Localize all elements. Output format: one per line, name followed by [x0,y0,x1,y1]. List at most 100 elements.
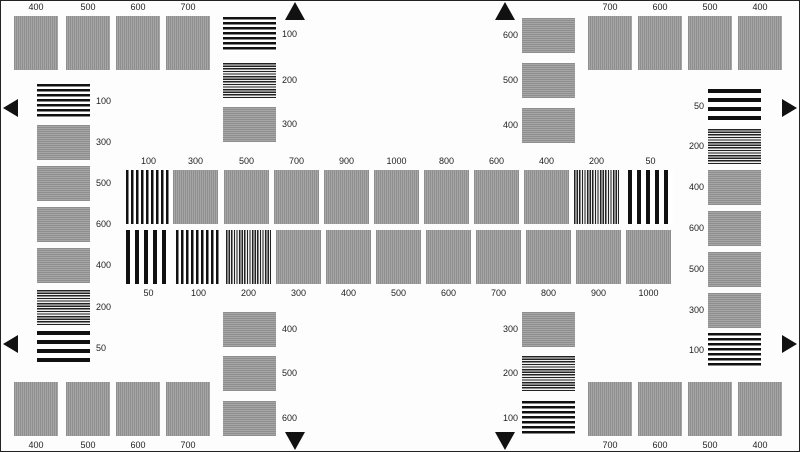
pattern-patch-bottom-right-column-300 [522,312,575,347]
frequency-label: 50 [96,342,107,353]
frequency-label: 500 [702,440,718,450]
pattern-patch-bottom-right-row-600 [638,382,682,436]
frequency-label: 800 [540,288,557,298]
frequency-label: 500 [702,2,718,12]
pattern-patch-center-bottom-row-50 [126,230,171,284]
pattern-patch-center-top-row-50 [628,170,673,224]
arrow-left-icon [3,99,18,117]
pattern-patch-top-left-column-200 [223,63,276,98]
pattern-patch-center-bottom-row-900 [576,230,621,284]
frequency-label: 50 [645,156,656,166]
pattern-patch-top-right-row-700 [588,16,632,70]
frequency-label: 400 [538,156,555,166]
pattern-patch-center-top-row-200 [574,170,619,224]
frequency-label: 500 [238,156,255,166]
arrow-down-icon [495,432,515,450]
frequency-label: 200 [282,74,298,85]
frequency-label: 600 [652,2,668,12]
pattern-patch-bottom-right-row-500 [688,382,732,436]
pattern-patch-bottom-left-column-600 [223,401,276,436]
arrow-up-icon [495,2,515,20]
pattern-patch-top-right-column-600 [522,18,575,53]
pattern-patch-top-left-row-700 [166,16,210,70]
frequency-label: 600 [282,412,298,423]
pattern-patch-top-left-row-400 [14,16,58,70]
frequency-label: 1000 [638,288,659,298]
pattern-patch-top-right-row-400 [738,16,782,70]
arrow-right-icon [782,335,797,353]
pattern-patch-top-left-row-500 [66,16,110,70]
frequency-label: 300 [688,304,704,315]
pattern-patch-right-column-100 [708,333,761,368]
pattern-patch-left-column-400 [37,248,90,283]
arrow-down-icon [285,432,305,450]
frequency-label: 600 [130,2,146,12]
frequency-label: 300 [282,118,298,129]
pattern-patch-center-top-row-400 [524,170,569,224]
pattern-patch-left-column-500 [37,166,90,201]
frequency-label: 300 [96,136,112,147]
frequency-label: 300 [290,288,307,298]
frequency-label: 900 [338,156,355,166]
pattern-patch-top-right-column-500 [522,63,575,98]
frequency-label: 600 [502,29,518,40]
pattern-patch-bottom-right-row-400 [738,382,782,436]
frequency-label: 400 [340,288,357,298]
frequency-label: 50 [143,288,154,298]
pattern-patch-center-top-row-700 [274,170,319,224]
frequency-label: 200 [502,367,518,378]
frequency-label: 600 [440,288,457,298]
pattern-patch-left-column-200 [37,290,90,325]
pattern-patch-bottom-left-row-400 [14,382,58,436]
pattern-patch-right-column-50 [708,89,761,124]
frequency-label: 700 [490,288,507,298]
frequency-label: 600 [96,218,112,229]
pattern-patch-left-column-300 [37,125,90,160]
frequency-label: 200 [688,140,704,151]
frequency-label: 400 [282,323,298,334]
pattern-patch-left-column-100 [37,84,90,119]
frequency-label: 600 [130,440,146,450]
pattern-patch-center-top-row-500 [224,170,269,224]
frequency-label: 200 [96,301,112,312]
frequency-label: 400 [96,259,112,270]
frequency-label: 300 [502,323,518,334]
frequency-label: 500 [80,2,96,12]
pattern-patch-center-bottom-row-1000 [626,230,671,284]
frequency-label: 400 [28,2,44,12]
pattern-patch-bottom-right-row-700 [588,382,632,436]
arrow-right-icon [782,99,797,117]
pattern-patch-bottom-right-column-200 [522,356,575,391]
frequency-label: 500 [502,74,518,85]
frequency-label: 700 [602,2,618,12]
frequency-label: 600 [488,156,505,166]
pattern-patch-bottom-right-column-100 [522,401,575,436]
frequency-label: 100 [502,412,518,423]
frequency-label: 400 [688,181,704,192]
frequency-label: 500 [688,263,704,274]
frequency-label: 700 [602,440,618,450]
frequency-label: 700 [180,2,196,12]
frequency-label: 1000 [386,156,407,166]
pattern-patch-top-right-row-500 [688,16,732,70]
pattern-patch-center-bottom-row-600 [426,230,471,284]
pattern-patch-center-bottom-row-500 [376,230,421,284]
pattern-patch-right-column-300 [708,293,761,328]
frequency-label: 100 [688,344,704,355]
frequency-label: 100 [140,156,157,166]
frequency-label: 500 [282,367,298,378]
pattern-patch-center-top-row-100 [126,170,171,224]
frequency-label: 300 [187,156,204,166]
pattern-patch-right-column-200 [708,129,761,164]
pattern-patch-center-top-row-600 [474,170,519,224]
pattern-patch-left-column-600 [37,207,90,242]
frequency-label: 400 [28,440,44,450]
frequency-label: 200 [588,156,605,166]
pattern-patch-center-top-row-900 [324,170,369,224]
pattern-patch-right-column-600 [708,211,761,246]
frequency-label: 800 [438,156,455,166]
frequency-label: 400 [752,440,768,450]
pattern-patch-top-left-column-100 [223,17,276,52]
frequency-label: 400 [752,2,768,12]
frequency-label: 100 [282,28,298,39]
